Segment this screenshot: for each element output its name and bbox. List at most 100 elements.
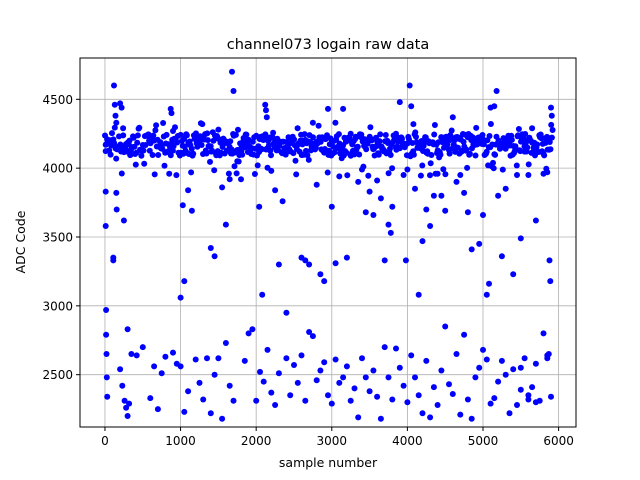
data-point — [508, 136, 515, 143]
data-point — [170, 349, 176, 356]
data-point — [200, 396, 207, 403]
data-point — [215, 126, 222, 133]
y-tick-label: 4500 — [42, 93, 73, 107]
data-point — [313, 181, 320, 188]
plot-frame — [79, 57, 577, 428]
data-point — [103, 351, 110, 357]
data-point — [190, 150, 197, 157]
data-point — [483, 291, 490, 298]
data-point — [351, 151, 358, 158]
data-point — [423, 206, 430, 213]
data-point — [404, 166, 411, 173]
data-point — [413, 133, 419, 140]
data-point — [366, 188, 373, 195]
data-point — [120, 125, 127, 132]
data-point — [427, 160, 434, 167]
data-point — [529, 384, 536, 391]
data-point — [491, 103, 498, 110]
data-point — [313, 377, 320, 384]
data-point — [487, 121, 494, 127]
data-point — [493, 88, 500, 94]
data-point — [324, 169, 331, 176]
data-point — [168, 110, 175, 117]
data-point — [275, 370, 282, 377]
data-point — [103, 374, 110, 381]
data-point — [446, 137, 452, 144]
data-point — [161, 162, 168, 169]
data-point — [321, 359, 328, 366]
data-point — [412, 129, 419, 136]
data-point — [188, 145, 195, 152]
data-point — [107, 151, 114, 158]
data-point — [387, 152, 394, 158]
data-point — [457, 411, 464, 418]
data-point — [464, 209, 471, 216]
data-point — [245, 330, 252, 337]
data-point — [321, 278, 328, 285]
data-point — [251, 171, 258, 177]
data-point — [233, 170, 240, 177]
data-point — [160, 120, 167, 126]
data-point — [468, 246, 475, 253]
data-point — [480, 212, 486, 218]
data-point — [521, 355, 528, 362]
data-point — [211, 371, 218, 378]
data-point — [102, 188, 109, 195]
data-point — [502, 185, 509, 192]
data-point — [265, 142, 272, 149]
x-tick-label: 1000 — [165, 434, 196, 448]
data-point — [262, 101, 269, 108]
data-point — [227, 138, 234, 145]
data-point — [431, 122, 438, 128]
data-point — [117, 366, 124, 373]
data-point — [204, 130, 211, 137]
data-point — [215, 355, 222, 362]
data-point — [343, 254, 350, 261]
data-point — [167, 152, 174, 159]
data-point — [423, 357, 430, 364]
data-point — [546, 257, 553, 264]
data-point — [448, 127, 455, 134]
data-point — [210, 137, 217, 144]
data-point — [396, 145, 403, 152]
data-point — [404, 399, 411, 406]
data-point — [145, 131, 152, 138]
data-point — [328, 400, 335, 407]
data-point — [355, 414, 362, 421]
data-point — [203, 150, 210, 157]
data-point — [302, 397, 309, 404]
data-point — [207, 245, 214, 251]
data-point — [544, 169, 551, 176]
data-point — [434, 402, 441, 408]
data-point — [153, 122, 160, 129]
data-point — [417, 172, 424, 179]
data-point — [283, 309, 290, 316]
data-point — [393, 345, 399, 352]
data-point — [306, 261, 313, 268]
data-point — [111, 124, 118, 131]
data-point — [544, 355, 551, 362]
data-point — [207, 410, 214, 417]
data-point — [532, 360, 539, 367]
y-axis-ticks: 2500 3000 3500 4000 4500 — [42, 93, 80, 382]
y-tick-label: 4000 — [42, 162, 73, 176]
data-point — [517, 235, 524, 242]
data-point — [272, 402, 279, 408]
data-point — [226, 382, 233, 389]
data-point — [495, 378, 502, 385]
data-point — [362, 209, 369, 216]
data-point — [521, 148, 528, 155]
data-point — [491, 395, 498, 402]
x-tick-label: 4000 — [392, 434, 423, 448]
data-point — [335, 131, 342, 138]
data-point — [109, 130, 115, 137]
data-point — [287, 392, 294, 399]
data-point — [440, 166, 447, 173]
data-point — [111, 101, 118, 108]
data-point — [151, 171, 158, 178]
data-point — [260, 378, 267, 385]
data-point — [457, 172, 464, 178]
data-point — [377, 415, 384, 422]
data-point — [442, 207, 449, 214]
data-point — [270, 129, 277, 136]
